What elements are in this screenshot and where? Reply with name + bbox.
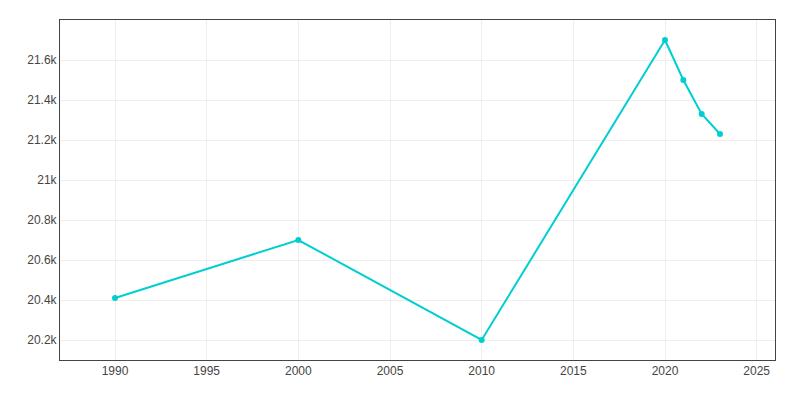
svg-text:20.2k: 20.2k (27, 333, 57, 347)
svg-text:21.2k: 21.2k (27, 133, 57, 147)
svg-text:20.8k: 20.8k (27, 213, 57, 227)
svg-text:21k: 21k (37, 173, 57, 187)
svg-text:20.6k: 20.6k (27, 253, 57, 267)
svg-text:1995: 1995 (193, 364, 220, 378)
svg-text:2020: 2020 (652, 364, 679, 378)
svg-text:2025: 2025 (743, 364, 770, 378)
svg-text:2015: 2015 (560, 364, 587, 378)
svg-text:20.4k: 20.4k (27, 293, 57, 307)
svg-text:2000: 2000 (285, 364, 312, 378)
svg-text:2010: 2010 (468, 364, 495, 378)
svg-text:21.6k: 21.6k (27, 53, 57, 67)
svg-text:1990: 1990 (102, 364, 129, 378)
svg-text:21.4k: 21.4k (27, 93, 57, 107)
svg-text:2005: 2005 (377, 364, 404, 378)
